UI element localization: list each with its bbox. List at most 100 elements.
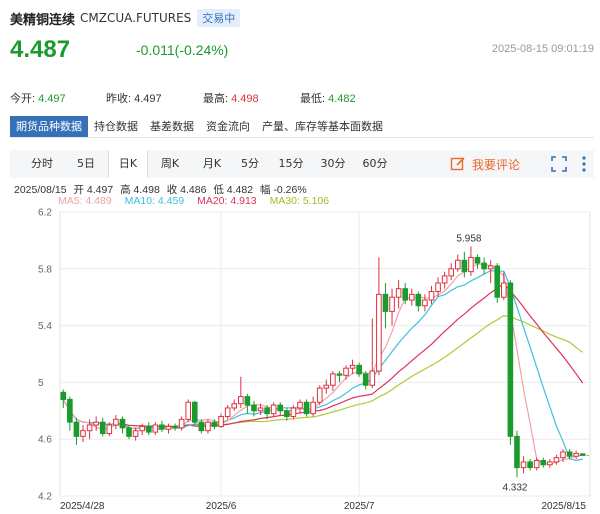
- y-tick-label: 4.6: [38, 435, 52, 446]
- x-tick-label: 2025/6: [206, 501, 237, 512]
- candle-down: [264, 407, 270, 415]
- candle-down: [145, 425, 152, 433]
- ma10-legend: MA10: 4.459: [124, 195, 185, 207]
- period-monthly-k[interactable]: 月K: [202, 157, 222, 170]
- stat-high-label: 最高:: [203, 93, 229, 105]
- x-tick-label: 2025/8/15: [542, 501, 587, 512]
- last-price: 4.487: [10, 36, 71, 63]
- candle-down: [119, 418, 126, 429]
- candle-down: [198, 421, 205, 432]
- comment-button[interactable]: 我要评论: [450, 155, 520, 173]
- candle-down: [527, 461, 533, 469]
- candle-down: [67, 398, 73, 423]
- candle-down: [251, 404, 257, 412]
- candle-up: [257, 407, 264, 412]
- candle-down: [566, 451, 573, 457]
- candle-up: [547, 461, 553, 466]
- data-tabs: 期货品种数据 持仓数据 基差数据 资金流向 产量、库存等基本面数据: [10, 116, 594, 138]
- candle-up: [487, 265, 494, 270]
- period-daily-k[interactable]: 日K: [108, 150, 148, 178]
- candle-down: [415, 293, 422, 307]
- candle-up: [369, 370, 376, 386]
- ma30-legend: MA30: 5.106: [269, 195, 330, 207]
- tab-basis-data[interactable]: 基差数据: [150, 120, 194, 133]
- stat-open-value: 4.497: [38, 93, 66, 105]
- stat-high-value: 4.498: [231, 93, 259, 105]
- period-intraday[interactable]: 分时: [31, 157, 53, 170]
- stat-low: 最低: 4.482: [300, 90, 356, 106]
- stat-prev-close-label: 昨收:: [106, 93, 132, 105]
- tab-futures-data[interactable]: 期货品种数据: [10, 116, 88, 137]
- candle-up: [435, 282, 441, 293]
- candle-up: [224, 407, 231, 417]
- candle-up: [86, 424, 93, 432]
- stat-open: 今开: 4.497: [10, 90, 66, 106]
- period-5day[interactable]: 5日: [77, 157, 95, 170]
- candle-down: [514, 435, 520, 469]
- candle-up: [349, 364, 356, 369]
- ohlc-low: 低 4.482: [213, 184, 254, 196]
- candle-up: [408, 293, 415, 301]
- stat-prev-close: 昨收: 4.497: [106, 90, 162, 106]
- candle-up: [520, 461, 527, 469]
- tab-fundamentals[interactable]: 产量、库存等基本面数据: [262, 120, 383, 133]
- candle-up: [132, 430, 139, 437]
- ohlc-open: 开 4.497: [73, 184, 114, 196]
- candle-down: [244, 396, 251, 406]
- candle-up: [113, 418, 119, 426]
- period-30min[interactable]: 30分: [320, 157, 346, 170]
- quote-stats: 今开: 4.497 昨收: 4.497 最高: 4.498 最低: 4.482: [10, 90, 594, 106]
- candle-down: [382, 293, 389, 312]
- candle-up: [330, 373, 336, 386]
- candle-up: [270, 404, 277, 415]
- quote-header: 美精铜连续 CMZCUA.FUTURES 交易中: [10, 9, 241, 28]
- edit-icon: [450, 157, 465, 171]
- candle-up: [468, 256, 474, 273]
- candle-up: [139, 425, 145, 432]
- price-line: 4.487 -0.011(-0.24%) 2025-08-15 09:01:19: [10, 36, 594, 64]
- candle-up: [93, 421, 99, 426]
- candle-up: [323, 384, 330, 389]
- candle-up: [152, 424, 159, 433]
- period-60min[interactable]: 60分: [362, 157, 388, 170]
- ma20-legend: MA20: 4.913: [197, 195, 257, 207]
- candle-up: [310, 401, 316, 415]
- ma20-line: [62, 283, 584, 428]
- x-tick-label: 2025/7: [344, 501, 375, 512]
- candle-up: [501, 282, 507, 298]
- candle-up: [178, 418, 185, 429]
- candle-down: [60, 391, 67, 400]
- candle-down: [284, 410, 290, 417]
- y-tick-label: 5.8: [38, 264, 52, 275]
- stat-prev-close-value: 4.497: [134, 93, 162, 105]
- stat-open-label: 今开:: [10, 93, 36, 105]
- tab-fund-flow[interactable]: 资金流向: [206, 120, 250, 133]
- candle-down: [461, 259, 468, 273]
- period-5min[interactable]: 5分: [241, 157, 259, 170]
- period-weekly-k[interactable]: 周K: [160, 157, 180, 170]
- candle-down: [356, 364, 362, 375]
- ohlc-amplitude: 幅 -0.26%: [259, 184, 307, 196]
- candle-down: [277, 404, 284, 412]
- fullscreen-icon[interactable]: [551, 156, 567, 172]
- instrument-name: 美精铜连续: [10, 12, 76, 28]
- candle-up: [297, 401, 303, 409]
- candle-down: [362, 373, 369, 386]
- candle-up: [238, 396, 244, 405]
- extreme-value-label: 4.332: [502, 482, 527, 493]
- trading-status-badge: 交易中: [197, 9, 241, 27]
- candle-up: [205, 421, 211, 432]
- candle-up: [573, 452, 579, 457]
- x-tick-label: 2025/4/28: [60, 501, 105, 512]
- more-icon[interactable]: [580, 155, 588, 173]
- period-15min[interactable]: 15分: [278, 157, 304, 170]
- y-tick-label: 4.2: [38, 492, 52, 503]
- candle-up: [553, 457, 560, 463]
- quote-timestamp: 2025-08-15 09:01:19: [491, 43, 594, 55]
- candle-up: [389, 296, 395, 312]
- candle-down: [126, 427, 132, 437]
- tab-position-data[interactable]: 持仓数据: [94, 120, 138, 133]
- candle-down: [402, 288, 408, 301]
- period-toolbar: 分时 5日 日K 周K 月K 5分 15分 30分 60分 我要评论: [10, 150, 594, 178]
